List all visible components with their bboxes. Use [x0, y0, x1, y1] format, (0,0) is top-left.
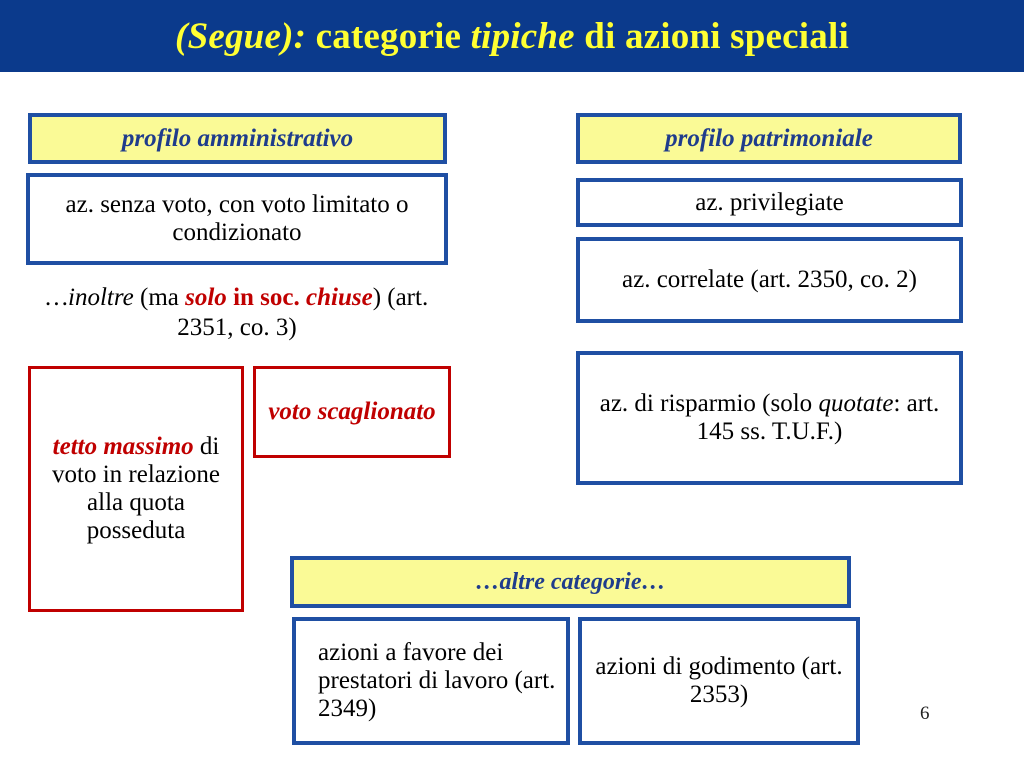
- page-number: 6: [920, 703, 930, 724]
- box-tetto-massimo-text: tetto massimo di voto in relazione alla …: [31, 433, 241, 545]
- box-az-risparmio-text: az. di risparmio (solo quotate: art. 145…: [580, 390, 959, 446]
- box-voto-scaglionato-text: voto scaglionato: [256, 398, 448, 426]
- header-profilo-amministrativo: profilo amministrativo: [28, 113, 447, 164]
- note-mid-open: (ma: [133, 284, 186, 311]
- box-az-senza-voto-text: az. senza voto, con voto limitato o cond…: [65, 191, 409, 246]
- box-az-privilegiate-text: az. privilegiate: [695, 188, 844, 216]
- header-altre-categorie-label: …altre categorie…: [475, 568, 666, 595]
- box-voto-scaglionato: voto scaglionato: [253, 366, 451, 458]
- box-az-correlate-text: az. correlate (art. 2350, co. 2): [622, 266, 917, 293]
- box-voto-scaglionato-emph: voto scaglionato: [268, 398, 436, 425]
- box-tetto-massimo-emph: tetto massimo: [52, 433, 194, 460]
- box-az-privilegiate: az. privilegiate: [576, 178, 963, 227]
- title-segment-categorie: categorie: [306, 15, 471, 57]
- header-profilo-amministrativo-label: profilo amministrativo: [121, 124, 354, 152]
- note-emph-solo: solo: [185, 284, 227, 311]
- title-segment-tipiche: tipiche: [470, 15, 575, 57]
- box-tetto-massimo-rest: di voto in relazione alla quota possedut…: [52, 433, 220, 544]
- box-azioni-godimento: azioni di godimento (art. 2353): [578, 617, 860, 745]
- note-tail: ) (art. 2351, co. 3): [177, 284, 429, 341]
- box-az-risparmio-emph: quotate: [818, 390, 894, 417]
- box-az-correlate: az. correlate (art. 2350, co. 2): [576, 237, 963, 323]
- header-profilo-patrimoniale-label: profilo patrimoniale: [665, 124, 873, 152]
- box-az-risparmio-part2: : art. 145 ss. T.U.F.): [696, 390, 940, 445]
- header-profilo-patrimoniale: profilo patrimoniale: [576, 113, 962, 164]
- box-az-risparmio: az. di risparmio (solo quotate: art. 145…: [576, 351, 963, 485]
- note-emph-insoc: in soc.: [226, 284, 306, 311]
- page-title: (Segue): categorie tipiche di azioni spe…: [175, 15, 849, 58]
- box-azioni-prestatori-lavoro: azioni a favore dei prestatori di lavoro…: [292, 617, 570, 745]
- slide-title-band: (Segue): categorie tipiche di azioni spe…: [0, 0, 1024, 72]
- box-azioni-godimento-text: azioni di godimento (art. 2353): [595, 653, 843, 708]
- note-lead: …inoltre: [45, 284, 134, 311]
- header-altre-categorie: …altre categorie…: [290, 556, 851, 608]
- box-tetto-massimo: tetto massimo di voto in relazione alla …: [28, 366, 244, 612]
- box-az-risparmio-part1: az. di risparmio (solo: [599, 390, 819, 417]
- box-azioni-prestatori-lavoro-text: azioni a favore dei prestatori di lavoro…: [318, 639, 556, 722]
- note-emph-chiuse: chiuse: [306, 284, 373, 311]
- title-segment-tail: di azioni speciali: [574, 15, 849, 57]
- note-inoltre: …inoltre (ma solo in soc. chiuse) (art. …: [26, 283, 448, 345]
- title-segment-segue: (Segue):: [175, 15, 307, 57]
- box-az-senza-voto: az. senza voto, con voto limitato o cond…: [26, 173, 448, 265]
